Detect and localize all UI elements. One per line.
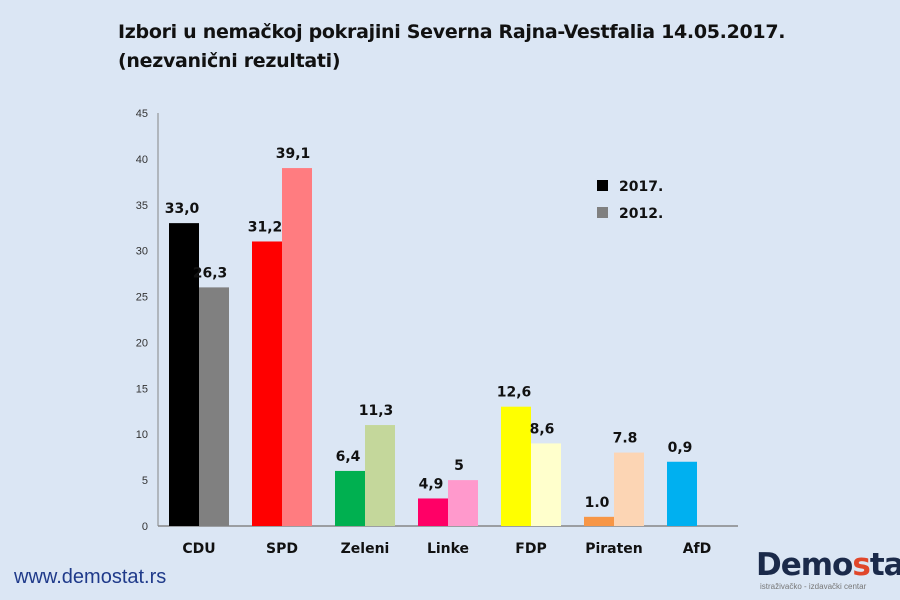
data-label: 0,9 — [668, 440, 693, 456]
bar-afd-2017 — [667, 461, 697, 526]
x-tick-label: SPD — [266, 541, 298, 557]
x-tick-label: CDU — [182, 541, 215, 557]
data-label: 39,1 — [276, 146, 311, 162]
legend-label: 2012. — [619, 206, 663, 222]
data-label: 7.8 — [613, 431, 638, 447]
bar-cdu-2017 — [169, 223, 199, 526]
subtitle-line: (nezvanični rezultati) — [118, 50, 341, 72]
data-label: 8,6 — [530, 421, 555, 437]
x-tick-label: Piraten — [585, 541, 643, 557]
logo-subtitle: istraživačko - izdavački centar — [760, 582, 867, 591]
data-label: 26,3 — [193, 265, 228, 281]
bar-piraten-2017 — [584, 516, 614, 526]
legend-label: 2017. — [619, 179, 663, 195]
data-label: 12,6 — [497, 385, 532, 401]
data-label: 11,3 — [359, 403, 394, 419]
x-tick-label: FDP — [515, 541, 546, 557]
y-tick-label: 10 — [136, 429, 148, 441]
data-label: 33,0 — [165, 201, 200, 217]
data-label: 1.0 — [585, 495, 610, 511]
bar-linke-2012 — [448, 480, 478, 526]
x-tick-label: Linke — [427, 541, 469, 557]
data-label: 31,2 — [248, 219, 283, 235]
bar-cdu-2012 — [199, 287, 229, 526]
title-line: Izbori u nemačkoj pokrajini Severna Rajn… — [118, 21, 786, 43]
bar-spd-2017 — [252, 241, 282, 526]
website-link[interactable]: www.demostat.rs — [14, 566, 167, 588]
legend-swatch — [597, 207, 608, 218]
chart-title: Izbori u nemačkoj pokrajini Severna Rajn… — [118, 18, 785, 76]
data-label: 5 — [454, 458, 464, 474]
bar-linke-2017 — [418, 498, 448, 526]
y-tick-label: 5 — [142, 475, 148, 487]
y-tick-label: 20 — [136, 337, 148, 349]
x-tick-label: Zeleni — [341, 541, 390, 557]
y-tick-label: 35 — [136, 200, 148, 212]
demostat-logo: Demostat — [756, 547, 900, 583]
x-tick-label: AfD — [683, 541, 712, 557]
y-tick-label: 25 — [136, 292, 148, 304]
legend-swatch — [597, 180, 608, 191]
bar-fdp-2017 — [501, 406, 531, 526]
bar-spd-2012 — [282, 168, 312, 527]
data-label: 6,4 — [336, 449, 361, 465]
bar-zeleni-2017 — [335, 470, 365, 526]
bar-zeleni-2012 — [365, 425, 395, 526]
y-tick-label: 30 — [136, 246, 148, 258]
y-tick-label: 0 — [142, 521, 148, 533]
y-tick-label: 40 — [136, 154, 148, 166]
bar-piraten-2012 — [614, 452, 644, 526]
bar-fdp-2012 — [531, 443, 561, 526]
y-tick-label: 45 — [136, 108, 148, 120]
data-label: 4,9 — [419, 476, 444, 492]
y-tick-label: 15 — [136, 383, 148, 395]
